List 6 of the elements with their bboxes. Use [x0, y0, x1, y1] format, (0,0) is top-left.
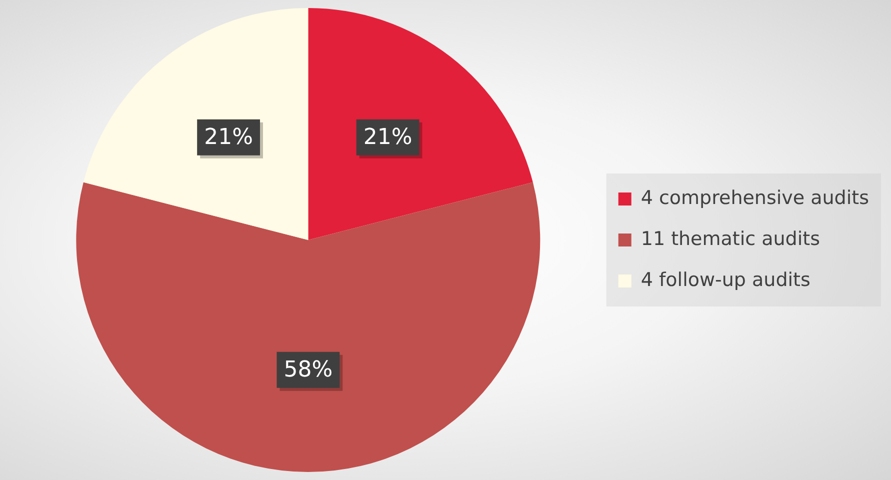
data-label: 21% — [204, 125, 253, 150]
data-label: 58% — [284, 358, 333, 383]
data-label: 21% — [363, 125, 412, 150]
legend-label: 11 thematic audits — [640, 228, 820, 250]
legend-label: 4 comprehensive audits — [640, 186, 870, 209]
legend-label: 4 follow-up audits — [640, 268, 810, 291]
